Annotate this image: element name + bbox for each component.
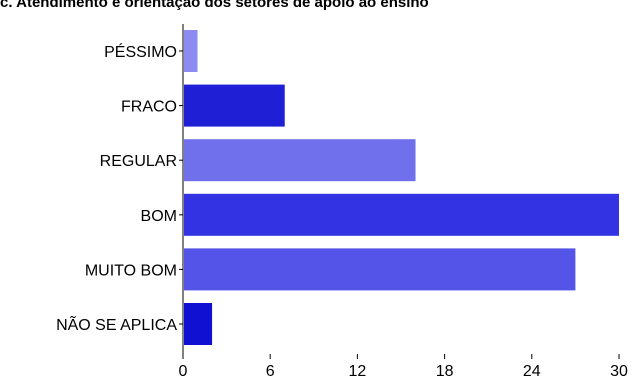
x-tick-label: 24 [523, 363, 541, 380]
x-tick-label: 18 [436, 363, 454, 380]
axis-layer [179, 24, 620, 359]
bar-regular [184, 139, 416, 182]
category-label: BOM [141, 208, 177, 225]
bar-fraco [184, 84, 285, 127]
category-label: FRACO [121, 99, 177, 116]
labels-layer: PÉSSIMO FRACO REGULAR BOM MUITO BOM NÃO SE AP… [56, 42, 628, 380]
bar-muito-bom [184, 248, 576, 291]
category-label: REGULAR [100, 153, 177, 170]
x-tick-label: 30 [610, 363, 628, 380]
chart-title: c. Atendimento e orientação dos setores … [0, 0, 429, 11]
bar-n-o-se-aplica [184, 303, 213, 345]
x-tick-label: 0 [179, 363, 188, 380]
x-tick-label: 6 [266, 363, 275, 380]
category-label: PÉSSIMO [104, 42, 177, 61]
bar-p-ssimo [184, 30, 198, 72]
category-label: MUITO BOM [85, 262, 177, 279]
category-label: NÃO SE APLICA [56, 314, 177, 334]
x-tick-label: 12 [349, 363, 367, 380]
bar-bom [184, 193, 619, 236]
bars-layer [184, 30, 619, 345]
